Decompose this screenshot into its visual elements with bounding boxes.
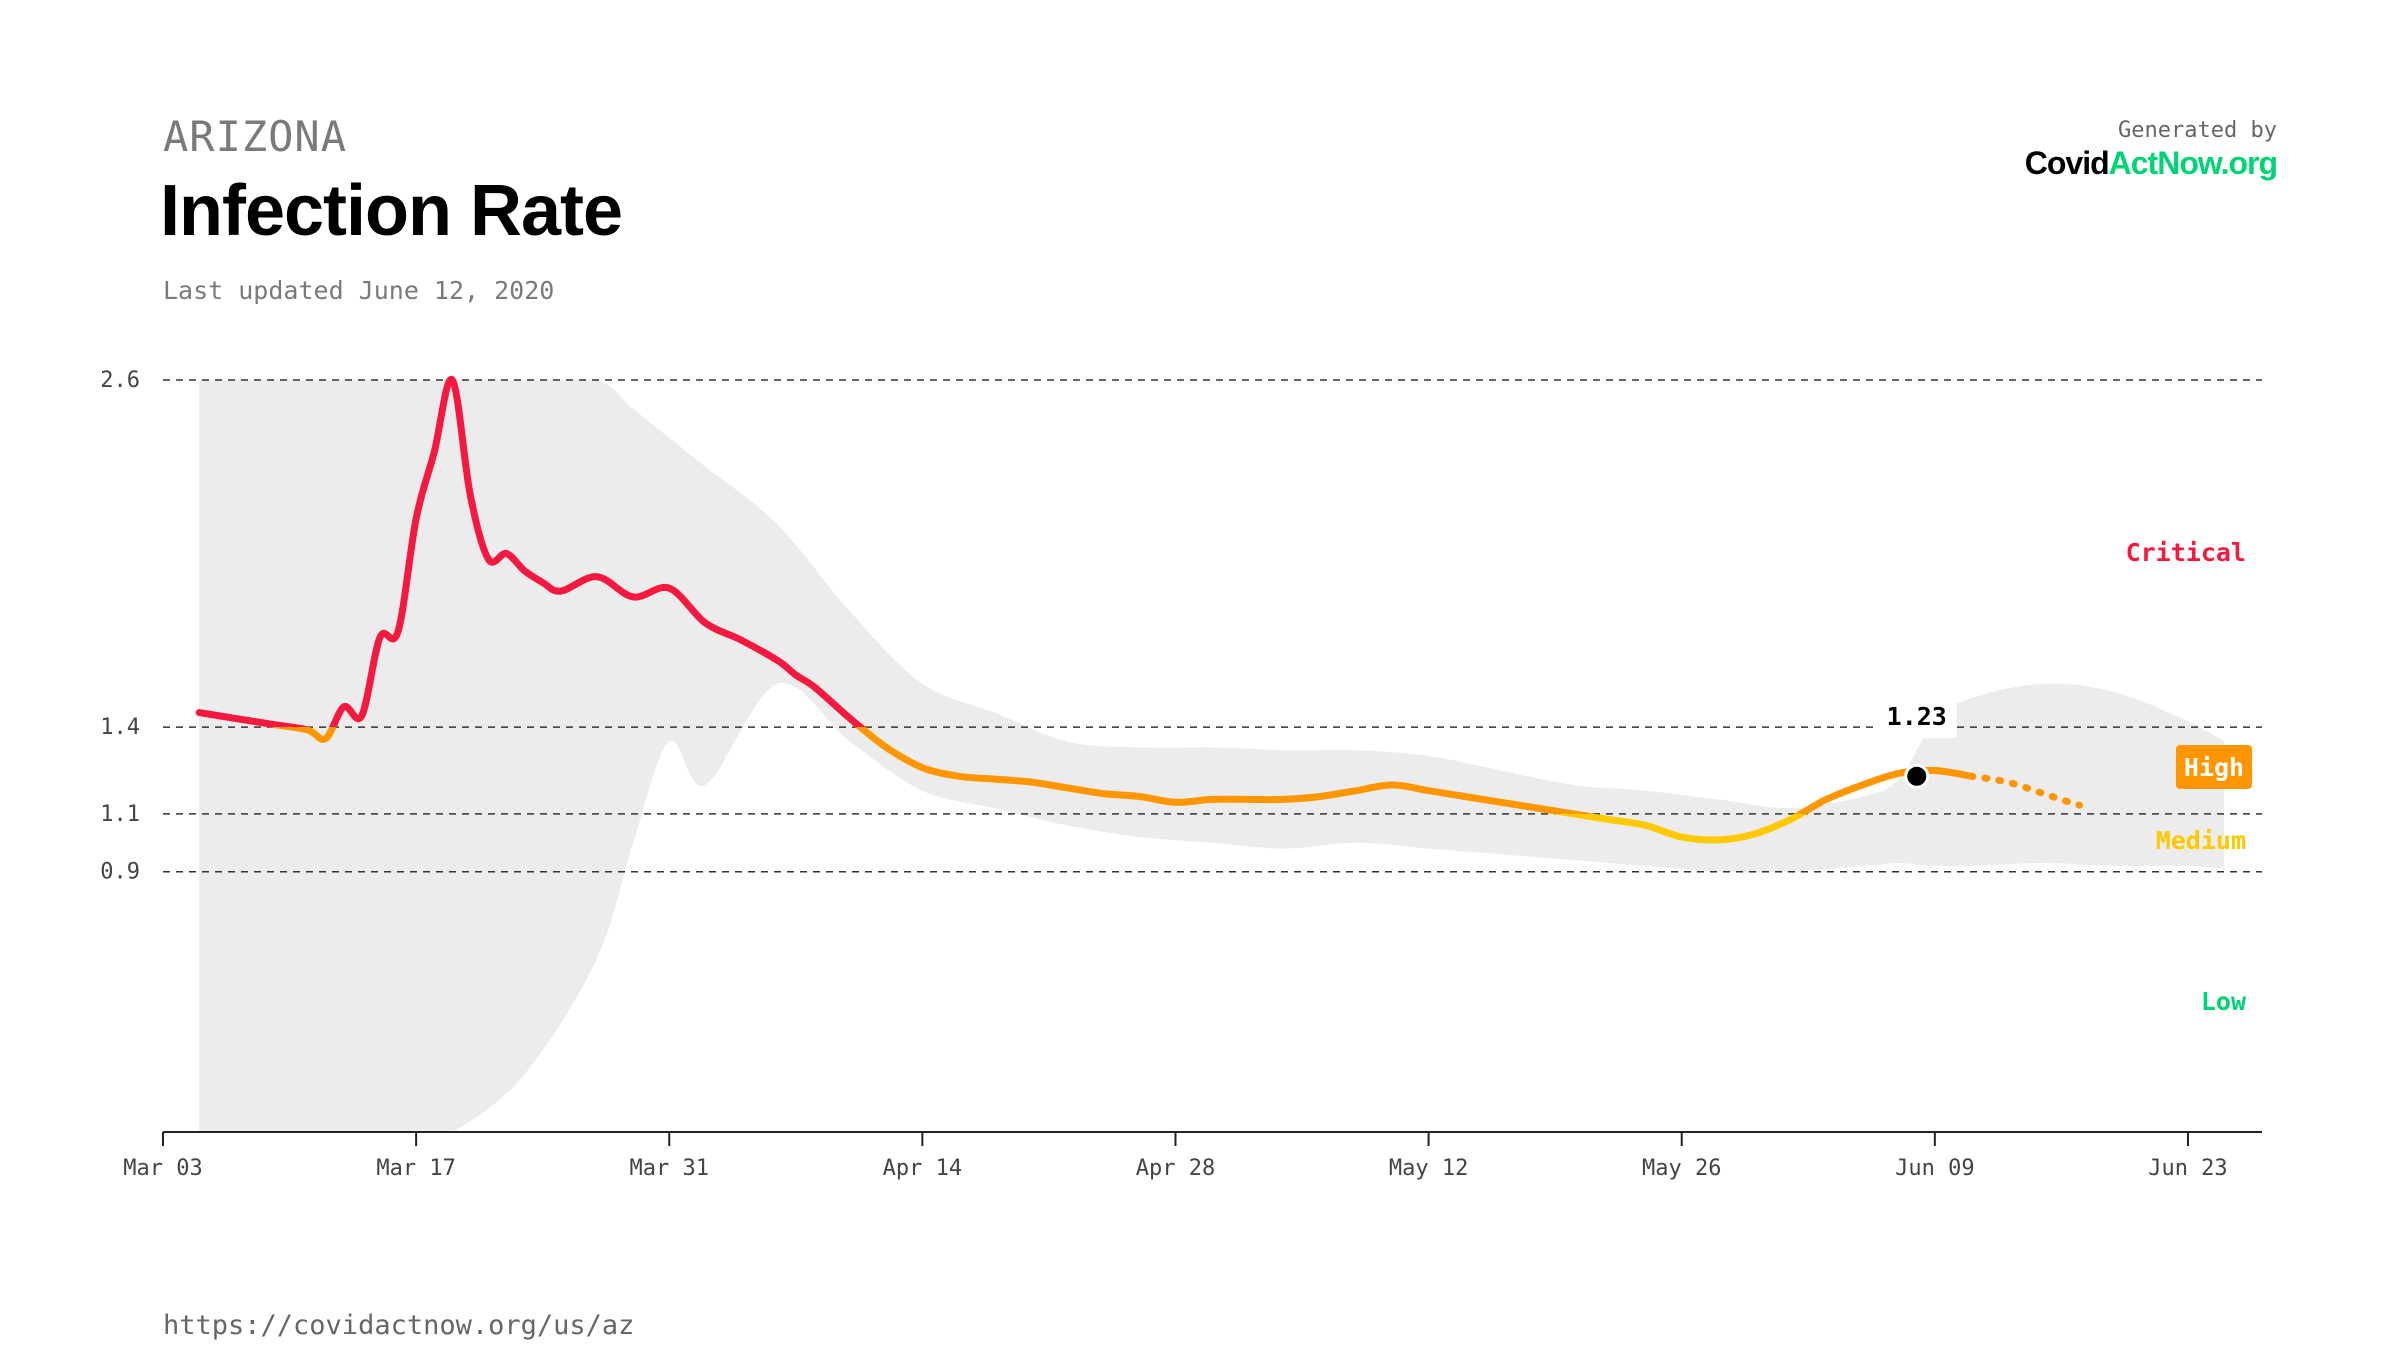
- confidence-band: [199, 380, 2225, 1132]
- x-tick-label: Jun 09: [1895, 1156, 1974, 1181]
- branding: Generated by CovidActNow.org: [2024, 118, 2278, 182]
- current-value-bg: [1876, 694, 1957, 739]
- y-tick-label: 0.9: [100, 860, 140, 885]
- zone-label-high: High: [2184, 753, 2244, 782]
- projection-line-high: [1967, 772, 2083, 809]
- zone-label-medium: Medium: [2156, 826, 2246, 855]
- series-line-critical: [195, 376, 866, 728]
- current-value-label: 1.23: [1887, 702, 1947, 731]
- current-value-marker: [1904, 763, 1930, 789]
- x-tick-label: Apr 28: [1136, 1156, 1215, 1181]
- footer-url[interactable]: https://covidactnow.org/us/az: [163, 1310, 635, 1341]
- zone-badge-high: [2176, 745, 2252, 789]
- x-tick-label: May 12: [1389, 1156, 1468, 1181]
- logo-part-2: ActNow.org: [2108, 145, 2278, 181]
- series-line-medium: [1551, 813, 1808, 844]
- x-tick-label: Jun 23: [2148, 1156, 2227, 1181]
- covidactnow-logo[interactable]: CovidActNow.org: [2024, 145, 2278, 182]
- page-title: Infection Rate: [160, 171, 623, 251]
- zone-label-critical: Critical: [2126, 538, 2246, 567]
- last-updated: Last updated June 12, 2020: [163, 276, 555, 305]
- state-name: ARIZONA: [163, 112, 348, 161]
- x-tick-label: Mar 31: [629, 1156, 708, 1181]
- x-tick-label: Apr 14: [883, 1156, 962, 1181]
- x-tick-label: Mar 17: [376, 1156, 455, 1181]
- x-tick-label: Mar 03: [123, 1156, 202, 1181]
- y-tick-label: 2.6: [100, 368, 140, 393]
- y-tick-label: 1.4: [100, 715, 140, 740]
- y-tick-label: 1.1: [100, 802, 140, 827]
- generated-by-label: Generated by: [2118, 118, 2277, 143]
- logo-part-1: Covid: [2024, 145, 2110, 181]
- series-line-high: [267, 727, 1975, 814]
- zone-label-low: Low: [2201, 987, 2247, 1016]
- x-tick-label: May 26: [1642, 1156, 1721, 1181]
